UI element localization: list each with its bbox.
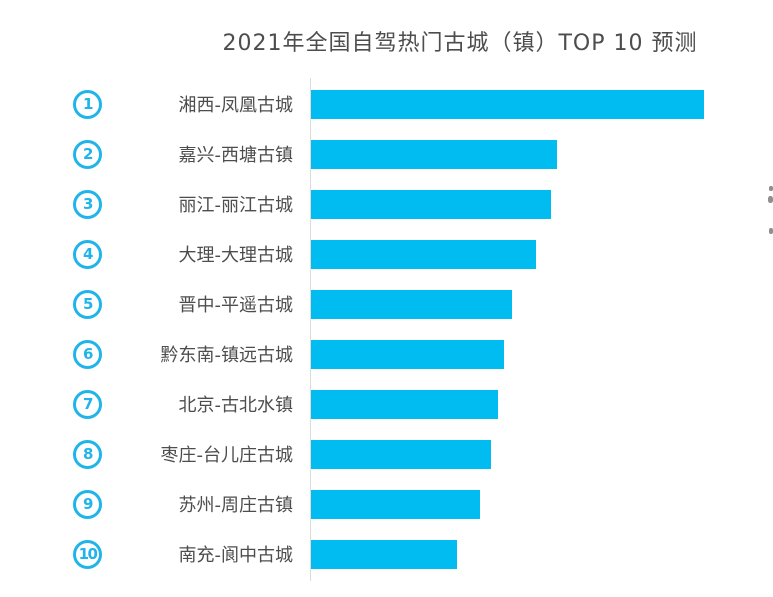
rank-cell: 1 — [0, 89, 102, 119]
category-label: 大理-大理古城 — [178, 245, 294, 266]
category-label: 南充-阆中古城 — [178, 545, 294, 566]
bar-track — [311, 539, 773, 569]
bar-track — [311, 289, 773, 319]
rank-badge: 4 — [73, 239, 102, 269]
category-label: 嘉兴-西塘古镇 — [178, 145, 294, 166]
bar — [311, 239, 536, 269]
chart-row: 5 晋中-平遥古城 — [0, 279, 773, 329]
bar — [311, 489, 480, 519]
chart-row: 3 丽江-丽江古城 — [0, 179, 773, 229]
clipped-watermark-fragment — [769, 228, 773, 234]
bar-track — [311, 89, 773, 119]
bar — [311, 439, 491, 469]
bar — [311, 339, 504, 369]
bar — [311, 139, 557, 169]
chart-row: 1 湘西-凤凰古城 — [0, 79, 773, 129]
bar — [311, 389, 498, 419]
chart-row: 10 南充-阆中古城 — [0, 529, 773, 579]
chart-row: 4 大理-大理古城 — [0, 229, 773, 279]
bar-track — [311, 139, 773, 169]
clipped-watermark-fragment — [768, 196, 773, 203]
chart-row: 7 北京-古北水镇 — [0, 379, 773, 429]
category-label: 北京-古北水镇 — [178, 395, 294, 416]
rank-badge: 3 — [73, 189, 102, 219]
bar-chart: 1 湘西-凤凰古城 2 嘉兴-西塘古镇 3 丽江-丽江古城 — [0, 79, 773, 579]
category-label: 苏州-周庄古镇 — [178, 495, 294, 516]
category-label: 湘西-凤凰古城 — [178, 95, 294, 116]
bar-track — [311, 189, 773, 219]
bar-track — [311, 489, 773, 519]
rank-cell: 3 — [0, 189, 102, 219]
bar — [311, 189, 551, 219]
category-label: 晋中-平遥古城 — [178, 295, 294, 316]
rank-badge: 5 — [73, 289, 102, 319]
rank-cell: 2 — [0, 139, 102, 169]
rank-cell: 8 — [0, 439, 102, 469]
chart-row: 9 苏州-周庄古镇 — [0, 479, 773, 529]
rank-badge: 6 — [73, 339, 102, 369]
chart-row: 8 枣庄-台儿庄古城 — [0, 429, 773, 479]
rank-badge: 10 — [73, 539, 102, 569]
clipped-watermark-fragment — [769, 186, 773, 191]
bar-track — [311, 339, 773, 369]
rank-cell: 10 — [0, 539, 102, 569]
rank-cell: 9 — [0, 489, 102, 519]
rank-cell: 6 — [0, 339, 102, 369]
rank-cell: 5 — [0, 289, 102, 319]
bar-track — [311, 439, 773, 469]
bar — [311, 539, 457, 569]
chart-row: 6 黔东南-镇远古城 — [0, 329, 773, 379]
bar — [311, 89, 704, 119]
bar-track — [311, 389, 773, 419]
category-label: 枣庄-台儿庄古城 — [160, 445, 294, 466]
rank-badge: 9 — [73, 489, 102, 519]
chart-row: 2 嘉兴-西塘古镇 — [0, 129, 773, 179]
bar — [311, 289, 512, 319]
y-axis-line — [310, 78, 311, 581]
bar-track — [311, 239, 773, 269]
category-label: 丽江-丽江古城 — [178, 195, 294, 216]
rank-badge: 8 — [73, 439, 102, 469]
rank-badge: 2 — [73, 139, 102, 169]
category-label: 黔东南-镇远古城 — [160, 345, 294, 366]
rank-cell: 4 — [0, 239, 102, 269]
rank-cell: 7 — [0, 389, 102, 419]
rank-badge: 7 — [73, 389, 102, 419]
chart-title: 2021年全国自驾热门古城（镇）TOP 10 预测 — [222, 31, 698, 56]
rank-badge: 1 — [73, 89, 102, 119]
